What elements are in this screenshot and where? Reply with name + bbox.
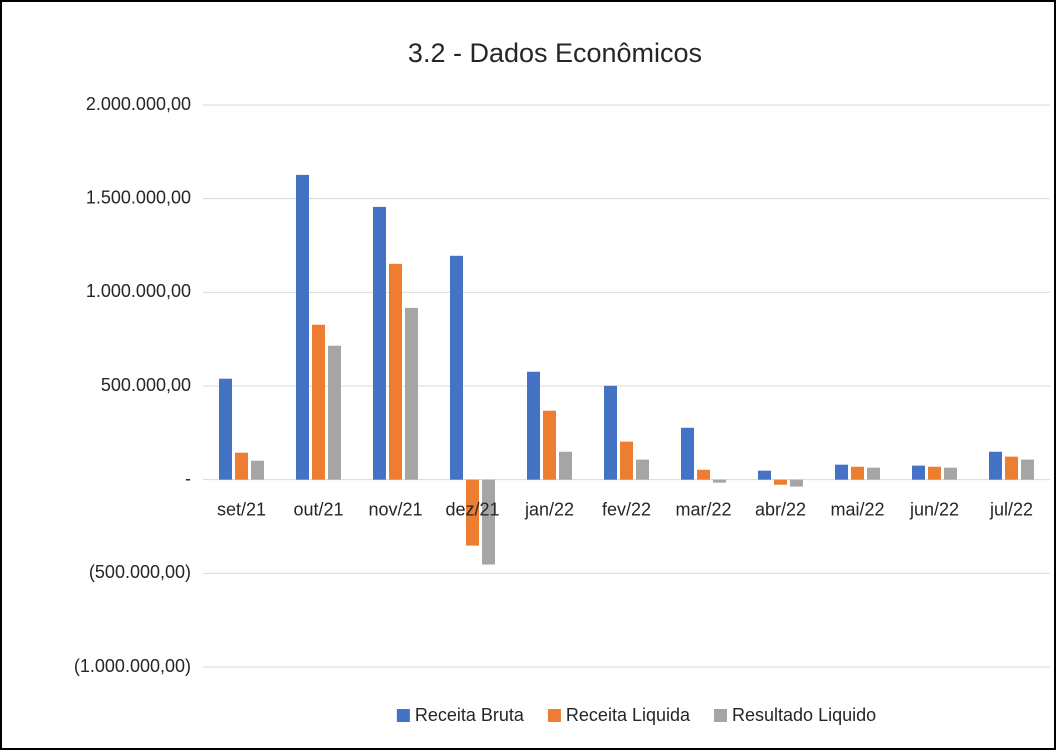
y-tick-label: 1.000.000,00: [86, 281, 191, 301]
bar: [482, 479, 495, 565]
legend-label: Resultado Liquido: [732, 705, 876, 725]
x-tick-label: fev/22: [602, 499, 651, 519]
bar: [328, 345, 341, 480]
bar: [681, 427, 694, 480]
x-tick-label: mar/22: [675, 499, 731, 519]
x-tick-label: jan/22: [524, 499, 574, 519]
bar: [296, 174, 309, 480]
bar: [450, 255, 463, 480]
bar: [758, 470, 771, 480]
bar: [774, 479, 787, 485]
bar: [790, 479, 803, 487]
bar: [867, 467, 880, 480]
y-tick-label: -: [185, 468, 191, 488]
x-tick-label: set/21: [217, 499, 266, 519]
bar: [713, 479, 726, 483]
bar: [559, 451, 572, 480]
bar: [405, 307, 418, 480]
legend-swatch: [714, 709, 728, 722]
bar: [989, 451, 1002, 480]
bar: [1021, 459, 1034, 480]
legend-swatch: [547, 709, 561, 722]
bar: [928, 466, 941, 480]
bar: [235, 452, 248, 480]
bar: [620, 441, 633, 480]
bar: [912, 465, 925, 480]
bar: [312, 324, 325, 480]
x-tick-label: dez/21: [445, 499, 499, 519]
bar: [636, 459, 649, 480]
bar: [944, 467, 957, 480]
y-tick-label: (500.000,00): [89, 562, 191, 582]
bar: [527, 371, 540, 480]
bar: [835, 464, 848, 480]
bar: [697, 469, 710, 480]
bar: [1005, 456, 1018, 480]
legend-label: Receita Liquida: [566, 705, 691, 725]
bar: [604, 385, 617, 480]
bar: [373, 206, 386, 480]
x-tick-label: nov/21: [368, 499, 422, 519]
chart-title: 3.2 - Dados Econômicos: [408, 38, 702, 68]
x-tick-label: abr/22: [755, 499, 806, 519]
y-tick-label: 1.500.000,00: [86, 187, 191, 207]
y-tick-label: 500.000,00: [101, 375, 191, 395]
bar: [466, 479, 479, 546]
legend-swatch: [396, 709, 410, 722]
bar: [851, 466, 864, 480]
bar: [543, 410, 556, 480]
bar: [389, 263, 402, 480]
x-tick-label: jun/22: [909, 499, 959, 519]
y-tick-label: (1.000.000,00): [74, 656, 191, 676]
x-tick-label: out/21: [293, 499, 343, 519]
x-tick-label: jul/22: [989, 499, 1033, 519]
bar: [219, 378, 232, 480]
bar: [251, 460, 264, 480]
legend-label: Receita Bruta: [415, 705, 525, 725]
x-tick-label: mai/22: [830, 499, 884, 519]
y-tick-label: 2.000.000,00: [86, 94, 191, 114]
